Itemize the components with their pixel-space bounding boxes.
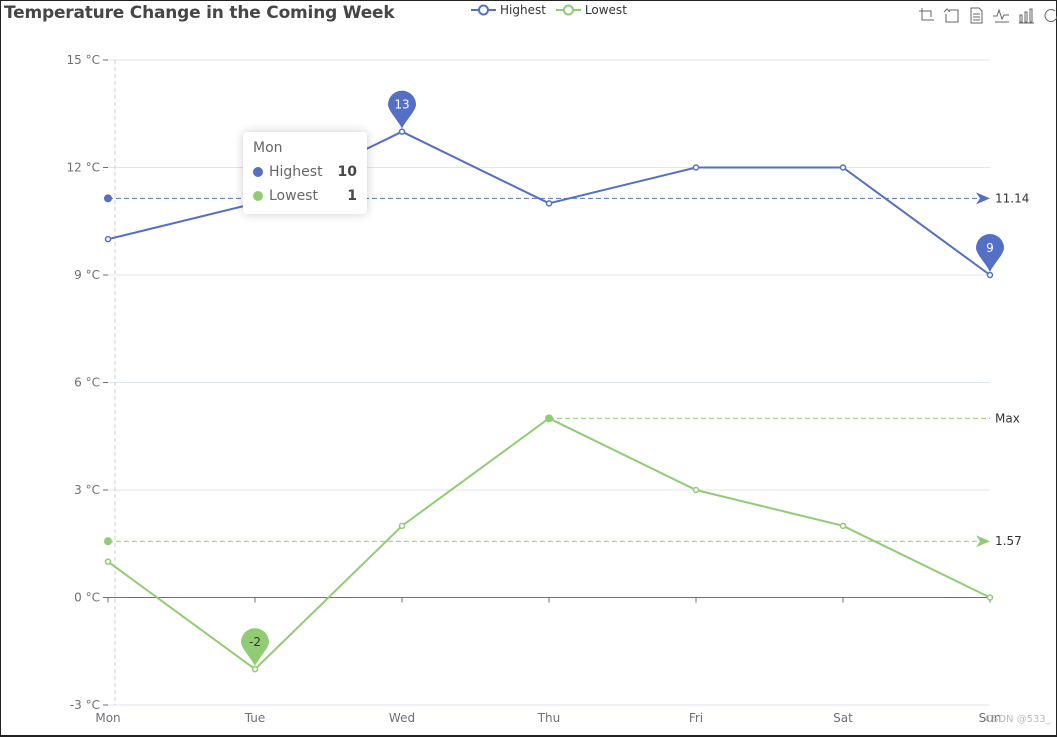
mark-point-label: -2 xyxy=(249,635,261,649)
bar-chart-icon[interactable] xyxy=(1018,7,1035,24)
tooltip-series-name: Highest xyxy=(269,164,323,180)
data-point xyxy=(839,164,847,171)
tooltip-value: 10 xyxy=(337,164,357,180)
data-point xyxy=(251,665,259,673)
x-tick-label: Mon xyxy=(95,711,120,725)
x-tick-label: Sun xyxy=(979,711,1002,725)
data-point xyxy=(398,522,406,530)
series-layer[interactable] xyxy=(104,128,994,673)
data-point xyxy=(398,128,406,135)
data-point xyxy=(545,200,553,207)
y-tick-label: 9 °C xyxy=(74,268,100,282)
map-pin-icon xyxy=(976,234,1004,272)
watermark: CSDN @533_ xyxy=(985,714,1051,725)
data-point xyxy=(839,522,847,530)
tooltip-series-name: Lowest xyxy=(269,188,318,204)
y-tick-label: 0 °C xyxy=(74,591,100,605)
tooltip-title: Mon xyxy=(253,140,283,156)
legend-label: Lowest xyxy=(584,3,627,17)
tooltip-row-highest: Highest 10 xyxy=(253,160,357,184)
map-pin-icon xyxy=(388,90,416,129)
tooltip: Mon Highest 10 Lowest 1 xyxy=(243,132,367,214)
data-view-icon[interactable] xyxy=(968,7,985,24)
x-tick-label: Fri xyxy=(689,711,703,725)
y-tick-label: 12 °C xyxy=(67,161,100,175)
legend: Highest Lowest xyxy=(471,3,627,17)
series-dot-icon xyxy=(253,191,263,201)
data-zoom-icon[interactable] xyxy=(918,7,935,24)
legend-label: Highest xyxy=(500,3,546,17)
data-point xyxy=(104,235,112,243)
arrow-icon xyxy=(976,535,990,548)
tooltip-row-lowest: Lowest 1 xyxy=(253,184,357,208)
mark-line-label: 1.57 xyxy=(995,534,1022,548)
series-dot-icon xyxy=(253,167,263,177)
y-tick-label: 6 °C xyxy=(74,376,100,390)
data-point xyxy=(104,558,112,565)
series-line-lowest xyxy=(107,417,991,671)
legend-line-circle-icon xyxy=(555,4,581,16)
line-chart-icon[interactable] xyxy=(993,7,1010,24)
x-tick-label: Wed xyxy=(389,711,415,725)
legend-item-highest[interactable]: Highest xyxy=(471,3,546,17)
y-axis: -3 °C 0 °C 3 °C 6 °C 9 °C 12 °C 15 °C xyxy=(67,53,108,712)
x-tick-label: Sat xyxy=(833,711,853,725)
data-point xyxy=(692,164,700,171)
data-point xyxy=(986,594,994,601)
arrow-icon xyxy=(976,192,990,205)
y-tick-label: 3 °C xyxy=(74,483,100,497)
map-pin-icon xyxy=(241,628,269,667)
zoom-reset-icon[interactable] xyxy=(943,7,960,24)
y-tick-label: -3 °C xyxy=(70,698,100,712)
x-tick-label: Tue xyxy=(244,711,266,725)
toolbox xyxy=(918,7,1057,24)
legend-item-lowest[interactable]: Lowest xyxy=(555,3,627,17)
grid-lines xyxy=(108,59,990,706)
tooltip-value: 1 xyxy=(347,188,357,204)
y-tick-label: 15 °C xyxy=(67,53,100,67)
mark-line-label: 11.14 xyxy=(995,191,1029,205)
data-point xyxy=(692,486,700,494)
legend-line-circle-icon xyxy=(471,4,496,16)
data-point xyxy=(986,271,994,279)
chart-title: Temperature Change in the Coming Week xyxy=(4,3,395,23)
restore-icon[interactable] xyxy=(1043,7,1057,24)
mark-line-label: Max xyxy=(995,411,1020,425)
mark-point-label: 13 xyxy=(394,98,409,112)
x-axis: Mon Tue Wed Thu Fri Sat Sun xyxy=(95,597,1002,725)
mark-point-label: 9 xyxy=(986,241,994,255)
x-tick-label: Thu xyxy=(537,711,561,725)
